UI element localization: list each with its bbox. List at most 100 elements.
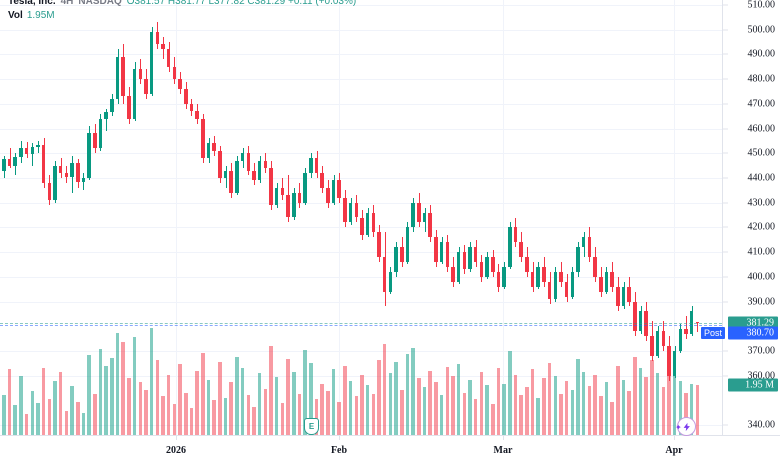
price-level-line [0,323,722,325]
volume-bar [172,404,177,435]
candle-body [81,177,86,182]
volume-bar [41,368,46,435]
candle-body [496,271,501,287]
candle-body [377,232,381,258]
volume-bar [87,355,91,435]
price-tick-label: 470.00 [747,98,776,110]
volume-bar [599,396,603,435]
volume-bar [235,356,239,435]
candle-body [530,271,535,287]
volume-bar [201,352,205,435]
candle-body [195,111,199,119]
volume-bar [252,406,256,435]
volume-bar [684,392,688,435]
axis-tick-mark [723,350,728,352]
candle-body [422,212,427,223]
volume-bar [439,395,444,435]
candle-body [485,257,489,277]
volume-bar [456,364,461,435]
price-tick-label: 450.00 [747,147,776,159]
candle-body [638,311,643,332]
axis-tick-mark [723,152,728,154]
volume-badge[interactable]: 1.95 M [728,378,778,392]
candle-body [314,158,319,173]
candle-body [178,79,182,89]
volume-bar [24,414,29,435]
volume-bar [30,391,35,435]
volume-bar [19,375,23,435]
candle-body [166,49,171,67]
candle-body [456,252,461,282]
grid-line-vertical [339,0,340,435]
volume-bar [382,343,387,435]
volume-bar [405,354,410,435]
volume-bar [633,356,637,435]
volume-bar [473,399,478,435]
volume-bar [678,381,683,435]
price-tick-label: 370.00 [747,345,776,357]
candle-body [155,32,160,45]
candle-body [189,103,194,112]
volume-bar [627,391,631,435]
sparkle-icon: ✦ [675,423,682,432]
price-tick-label: 340.00 [747,419,776,431]
candle-body [24,148,29,155]
axis-tick-mark [723,202,728,204]
axis-tick-mark [723,103,728,105]
candle-body [689,311,694,334]
earnings-marker[interactable]: E [304,418,319,435]
volume-bar [314,399,319,435]
candle-body [172,66,177,80]
candle-wick [32,143,33,166]
candle-body [292,192,296,218]
candle-body [451,266,455,282]
volume-bar [47,399,52,435]
volume-bar [536,397,540,435]
candle-body [132,69,137,119]
volume-bar [115,333,120,435]
volume-bar [138,382,143,435]
volume-bar [58,372,63,435]
candle-wick [38,140,39,154]
volume-bar [348,381,353,435]
volume-bar [547,363,552,435]
chart-pane[interactable] [0,0,722,435]
volume-bar [377,360,381,435]
volume-bar [513,374,518,435]
candlestick-series [2,22,700,435]
volume-bar [93,393,97,435]
volume-bar [7,369,12,435]
candle-body [587,237,592,258]
volume-bar [81,413,86,435]
volume-bar [36,402,40,435]
volume-bar [149,328,154,435]
volume-bar [354,396,359,435]
volume-bar [394,361,398,435]
post-price-badge[interactable]: 380.70 [728,326,778,340]
grid-line-vertical [503,0,504,435]
candle-body [252,170,256,181]
candle-body [411,202,415,228]
candle-body [93,133,97,149]
volume-bar [98,348,103,435]
volume-bar [689,383,694,435]
volume-bar [189,408,194,435]
price-tick-label: 440.00 [747,172,776,184]
time-tick-mark [503,436,504,440]
candle-body [53,165,57,201]
candle-body [672,350,677,376]
volume-bar [604,382,609,435]
ai-bolt-marker[interactable]: ✦ [675,417,696,436]
candle-body [593,257,597,277]
volume-bar [644,377,648,435]
volume-bar [530,369,535,435]
candle-body [502,266,506,287]
volume-bar [257,373,262,435]
volume-bar [610,401,614,435]
candle-body [240,153,245,161]
time-axis[interactable]: 2026 Feb Mar Apr [0,435,780,470]
volume-bar [587,386,592,435]
volume-bar [576,359,580,435]
price-axis[interactable]: 510.00 500.00 490.00 480.00 470.00 460.00 450.… [701,0,780,435]
